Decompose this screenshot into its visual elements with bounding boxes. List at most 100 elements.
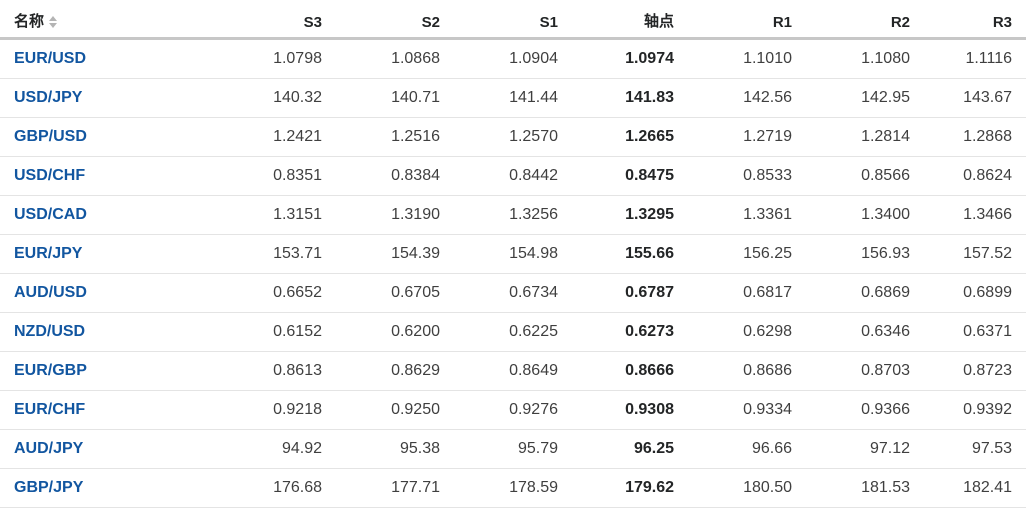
cell-pivot: 141.83 bbox=[570, 78, 686, 118]
cell-r1: 1.1010 bbox=[686, 38, 804, 79]
cell-r3: 157.52 bbox=[922, 234, 1026, 274]
cell-s3: 176.68 bbox=[216, 468, 334, 508]
cell-s2: 1.2516 bbox=[334, 117, 452, 157]
cell-r1: 142.56 bbox=[686, 78, 804, 118]
cell-s1: 0.9276 bbox=[452, 390, 570, 430]
cell-r3: 182.41 bbox=[922, 468, 1026, 508]
cell-s2: 0.6200 bbox=[334, 312, 452, 352]
cell-r2: 1.2814 bbox=[804, 117, 922, 157]
cell-r2: 1.1080 bbox=[804, 38, 922, 79]
cell-s2: 0.8629 bbox=[334, 351, 452, 391]
cell-r2: 0.6346 bbox=[804, 312, 922, 352]
column-header-r2[interactable]: R2 bbox=[804, 0, 922, 40]
currency-pair-link[interactable]: GBP/JPY bbox=[14, 479, 84, 496]
table-row: GBP/JPY 176.68 177.71 178.59 179.62 180.50 181… bbox=[0, 468, 1026, 508]
cell-s2: 0.9250 bbox=[334, 390, 452, 430]
cell-pivot: 1.2665 bbox=[570, 117, 686, 157]
table-row: USD/JPY 140.32 140.71 141.44 141.83 142.56 142… bbox=[0, 78, 1026, 118]
currency-pair-link[interactable]: USD/CHF bbox=[14, 167, 86, 184]
currency-pair-cell: AUD/JPY bbox=[0, 429, 216, 469]
currency-pair-link[interactable]: USD/JPY bbox=[14, 89, 83, 106]
cell-pivot: 1.3295 bbox=[570, 195, 686, 235]
cell-r3: 1.2868 bbox=[922, 117, 1026, 157]
cell-r2: 181.53 bbox=[804, 468, 922, 508]
cell-s3: 1.0798 bbox=[216, 38, 334, 79]
currency-pair-link[interactable]: EUR/GBP bbox=[14, 362, 87, 379]
cell-s2: 154.39 bbox=[334, 234, 452, 274]
currency-pair-link[interactable]: EUR/USD bbox=[14, 50, 87, 67]
cell-pivot: 0.6273 bbox=[570, 312, 686, 352]
cell-s3: 0.8351 bbox=[216, 156, 334, 196]
cell-s1: 0.8649 bbox=[452, 351, 570, 391]
cell-s3: 1.2421 bbox=[216, 117, 334, 157]
cell-s3: 140.32 bbox=[216, 78, 334, 118]
sort-updown-icon[interactable] bbox=[49, 15, 58, 28]
cell-r1: 1.2719 bbox=[686, 117, 804, 157]
column-header-name[interactable]: 名称 bbox=[0, 0, 216, 40]
cell-r1: 180.50 bbox=[686, 468, 804, 508]
cell-s3: 0.6152 bbox=[216, 312, 334, 352]
column-header-r1[interactable]: R1 bbox=[686, 0, 804, 40]
cell-pivot: 0.6787 bbox=[570, 273, 686, 313]
currency-pair-link[interactable]: AUD/USD bbox=[14, 284, 87, 301]
cell-s2: 1.3190 bbox=[334, 195, 452, 235]
column-header-s1[interactable]: S1 bbox=[452, 0, 570, 40]
table-row: USD/CAD 1.3151 1.3190 1.3256 1.3295 1.3361 1.3… bbox=[0, 195, 1026, 235]
cell-s3: 0.9218 bbox=[216, 390, 334, 430]
sort-descending-icon bbox=[49, 22, 58, 28]
currency-pair-cell: USD/JPY bbox=[0, 78, 216, 118]
cell-r3: 1.3466 bbox=[922, 195, 1026, 235]
table-body: EUR/USD 1.0798 1.0868 1.0904 1.0974 1.1010 1.1… bbox=[0, 38, 1026, 508]
currency-pair-cell: EUR/USD bbox=[0, 38, 216, 79]
table-header-row: 名称 S3 S2 S1 轴点 R1 R2 R3 bbox=[0, 0, 1026, 40]
cell-r3: 0.6371 bbox=[922, 312, 1026, 352]
cell-r3: 143.67 bbox=[922, 78, 1026, 118]
column-header-pivot[interactable]: 轴点 bbox=[570, 0, 686, 40]
currency-pair-link[interactable]: NZD/USD bbox=[14, 323, 86, 340]
cell-r3: 0.8624 bbox=[922, 156, 1026, 196]
column-header-r3[interactable]: R3 bbox=[922, 0, 1026, 40]
column-header-s2[interactable]: S2 bbox=[334, 0, 452, 40]
cell-pivot: 0.8475 bbox=[570, 156, 686, 196]
cell-s1: 0.8442 bbox=[452, 156, 570, 196]
currency-pair-cell: EUR/GBP bbox=[0, 351, 216, 391]
currency-pair-cell: GBP/USD bbox=[0, 117, 216, 157]
currency-pair-cell: EUR/JPY bbox=[0, 234, 216, 274]
currency-pair-link[interactable]: USD/CAD bbox=[14, 206, 87, 223]
currency-pair-link[interactable]: EUR/CHF bbox=[14, 401, 86, 418]
sort-ascending-icon bbox=[49, 15, 58, 21]
cell-r2: 156.93 bbox=[804, 234, 922, 274]
cell-r1: 0.6817 bbox=[686, 273, 804, 313]
cell-s1: 95.79 bbox=[452, 429, 570, 469]
cell-s2: 140.71 bbox=[334, 78, 452, 118]
table-row: EUR/JPY 153.71 154.39 154.98 155.66 156.25 156… bbox=[0, 234, 1026, 274]
cell-r3: 97.53 bbox=[922, 429, 1026, 469]
table-row: EUR/CHF 0.9218 0.9250 0.9276 0.9308 0.9334 0.9… bbox=[0, 390, 1026, 430]
currency-pair-link[interactable]: EUR/JPY bbox=[14, 245, 83, 262]
cell-s3: 94.92 bbox=[216, 429, 334, 469]
cell-r2: 0.8566 bbox=[804, 156, 922, 196]
cell-r2: 0.8703 bbox=[804, 351, 922, 391]
cell-s3: 153.71 bbox=[216, 234, 334, 274]
currency-pair-link[interactable]: AUD/JPY bbox=[14, 440, 84, 457]
table-row: AUD/USD 0.6652 0.6705 0.6734 0.6787 0.6817 0.6… bbox=[0, 273, 1026, 313]
cell-s3: 0.8613 bbox=[216, 351, 334, 391]
cell-pivot: 155.66 bbox=[570, 234, 686, 274]
cell-r2: 0.6869 bbox=[804, 273, 922, 313]
cell-r3: 1.1116 bbox=[922, 38, 1026, 79]
cell-s1: 141.44 bbox=[452, 78, 570, 118]
cell-s1: 178.59 bbox=[452, 468, 570, 508]
cell-r1: 0.8686 bbox=[686, 351, 804, 391]
cell-s1: 0.6225 bbox=[452, 312, 570, 352]
cell-s2: 177.71 bbox=[334, 468, 452, 508]
table-row: GBP/USD 1.2421 1.2516 1.2570 1.2665 1.2719 1.2… bbox=[0, 117, 1026, 157]
currency-pair-cell: EUR/CHF bbox=[0, 390, 216, 430]
cell-pivot: 96.25 bbox=[570, 429, 686, 469]
currency-pair-link[interactable]: GBP/USD bbox=[14, 128, 87, 145]
cell-s1: 1.2570 bbox=[452, 117, 570, 157]
column-header-s3[interactable]: S3 bbox=[216, 0, 334, 40]
table-row: USD/CHF 0.8351 0.8384 0.8442 0.8475 0.8533 0.8… bbox=[0, 156, 1026, 196]
table-row: EUR/GBP 0.8613 0.8629 0.8649 0.8666 0.8686 0.8… bbox=[0, 351, 1026, 391]
cell-r2: 0.9366 bbox=[804, 390, 922, 430]
cell-s1: 0.6734 bbox=[452, 273, 570, 313]
